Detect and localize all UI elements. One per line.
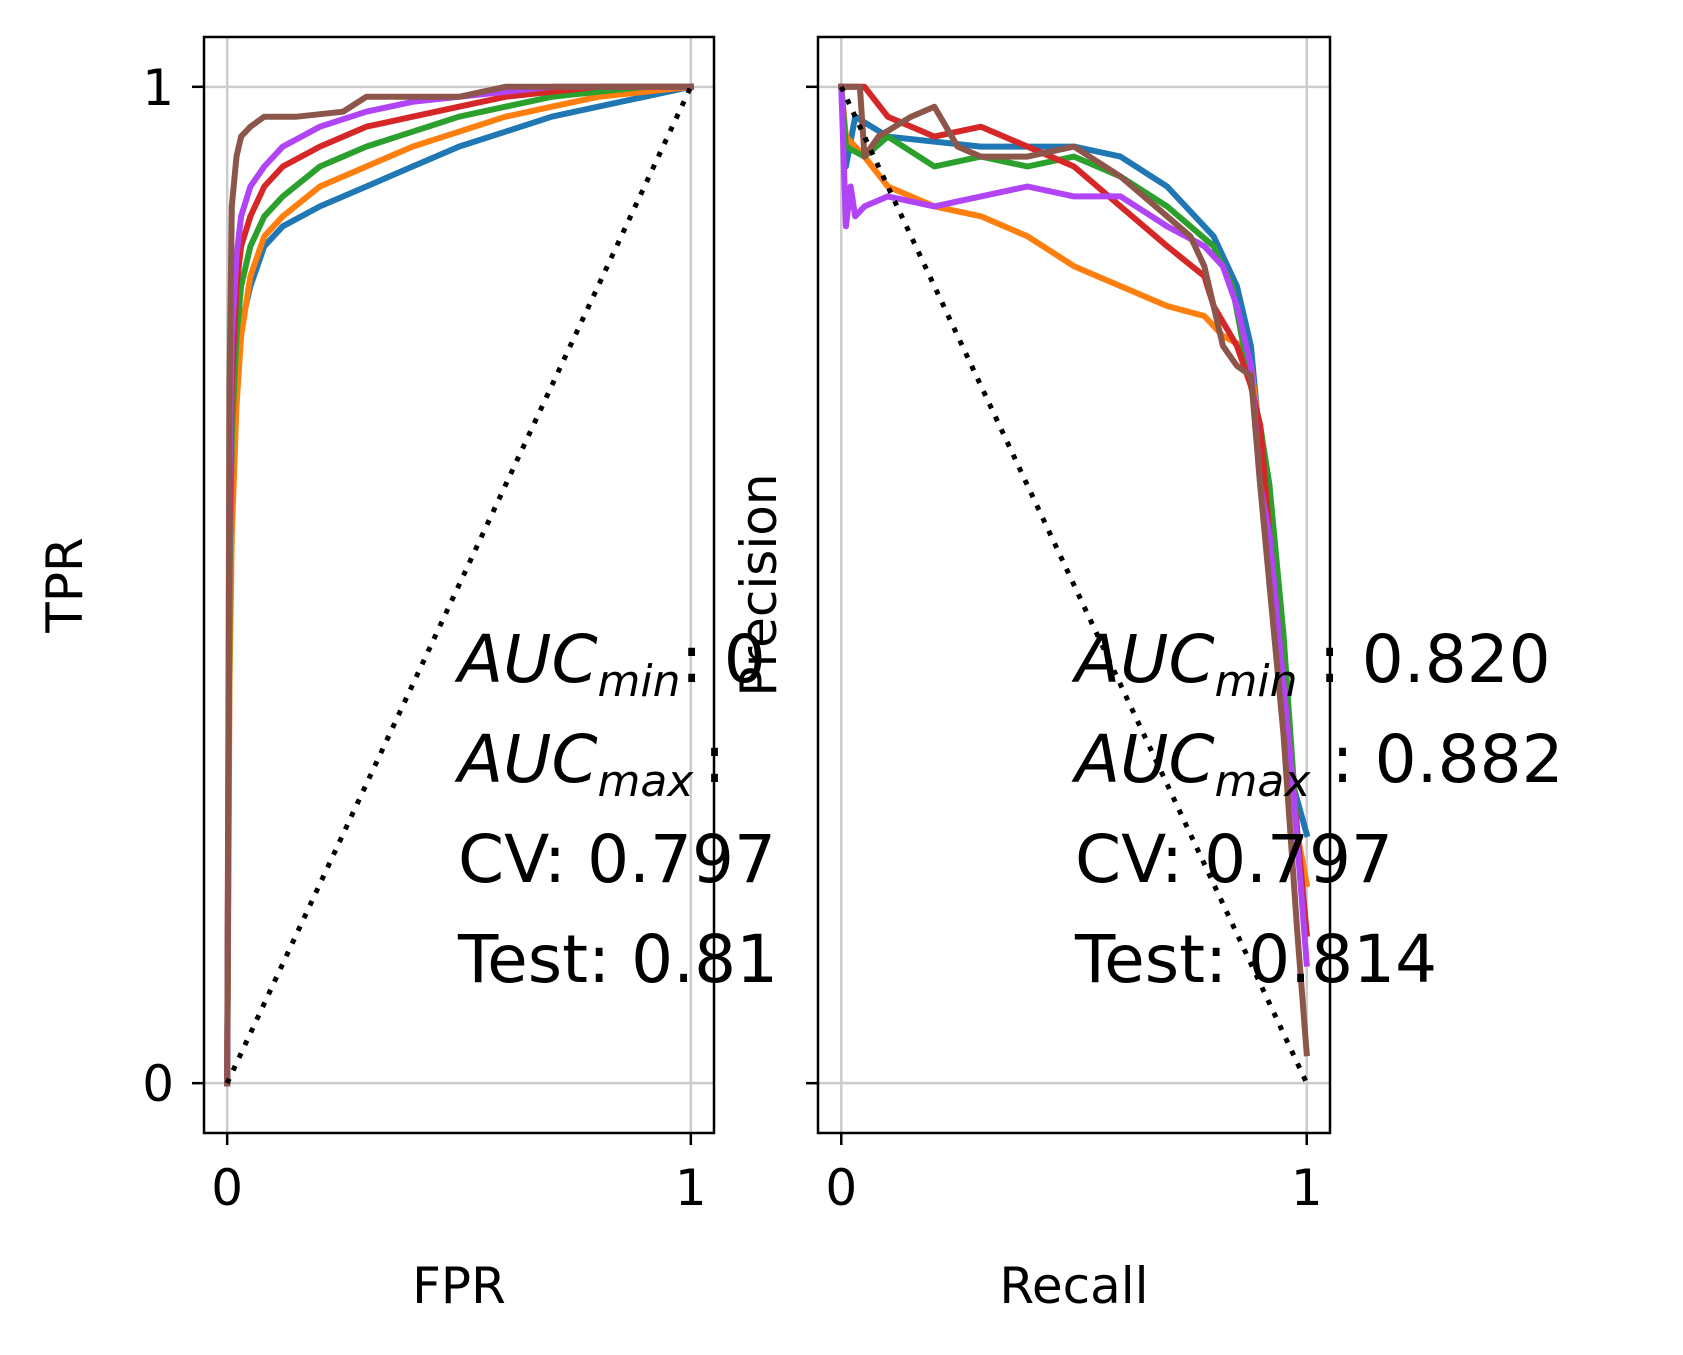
- pr-axes-frame: [816, 35, 1332, 1135]
- pr-xtick-label-1: 1: [1291, 1159, 1323, 1217]
- pr-ann-auc-min: AUC: [1071, 621, 1215, 698]
- roc-series-group: [224, 83, 695, 1087]
- roc-ann-auc-min: AUC: [454, 621, 598, 698]
- pr-ann-max-sub: max: [1215, 756, 1312, 807]
- pr-reference-line: [839, 85, 1309, 1085]
- roc-series-line-5: [224, 83, 694, 1087]
- svg-text:AUCmax : 0.882: AUCmax : 0.882: [1071, 721, 1564, 807]
- svg-text:AUCmin : 0.820: AUCmin : 0.820: [1071, 621, 1551, 707]
- roc-ann-min-sub: min: [598, 656, 681, 707]
- pr-series-line-5: [838, 83, 1310, 1057]
- svg-text:AUCmax:: AUCmax:: [454, 721, 726, 807]
- roc-axes-frame: [202, 35, 716, 1135]
- roc-y-axis-label: TPR: [36, 537, 94, 633]
- roc-reference-line: [224, 85, 694, 1085]
- roc-ann-auc-max: AUC: [454, 721, 598, 798]
- pr-xtick-label-0: 0: [825, 1159, 857, 1217]
- pr-series-line-2: [838, 83, 1310, 937]
- pr-ann-auc-max: AUC: [1071, 721, 1215, 798]
- pr-y-axis-label: Precision: [730, 473, 788, 696]
- pr-reference-dotted: [839, 85, 1309, 1085]
- roc-xtick-label-0: 0: [211, 1159, 243, 1217]
- roc-ann-max-value: :: [703, 721, 725, 798]
- pr-ann-max-value: : 0.882: [1310, 721, 1563, 798]
- roc-ann-cv: CV: 0.797: [458, 821, 776, 898]
- pr-ann-min-sub: min: [1215, 656, 1298, 707]
- roc-annotation: AUCmin: 0 AUCmax: CV: 0.797 Test: 0.81: [454, 621, 778, 998]
- roc-reference-dotted: [224, 85, 694, 1085]
- pr-ann-test: Test: 0.814: [1074, 921, 1437, 998]
- roc-x-axis-label: FPR: [412, 1257, 506, 1315]
- roc-ann-test: Test: 0.81: [457, 921, 778, 998]
- pr-ann-min-value: : 0.820: [1298, 621, 1551, 698]
- pr-series-line-4: [838, 83, 1310, 967]
- roc-ann-min-value: : 0: [681, 621, 766, 698]
- roc-series-line-1: [224, 83, 695, 1087]
- pr-annotation: AUCmin : 0.820 AUCmax : 0.882 CV: 0.797 …: [1071, 621, 1564, 998]
- svg-text:AUCmin: 0: AUCmin: 0: [454, 621, 766, 707]
- pr-x-axis-label: Recall: [999, 1257, 1148, 1315]
- pr-ann-cv: CV: 0.797: [1075, 821, 1393, 898]
- roc-panel: 00 1 1 FPR TPR: [36, 35, 716, 1315]
- roc-xtick-label-1: 1: [675, 1159, 707, 1217]
- roc-ytick-label-0: 0: [142, 1055, 174, 1113]
- pr-series-group: [838, 83, 1311, 1057]
- roc-ticks: 00 1 1: [142, 59, 707, 1217]
- roc-ytick-label-1: 1: [142, 59, 174, 117]
- roc-ann-max-sub: max: [598, 756, 695, 807]
